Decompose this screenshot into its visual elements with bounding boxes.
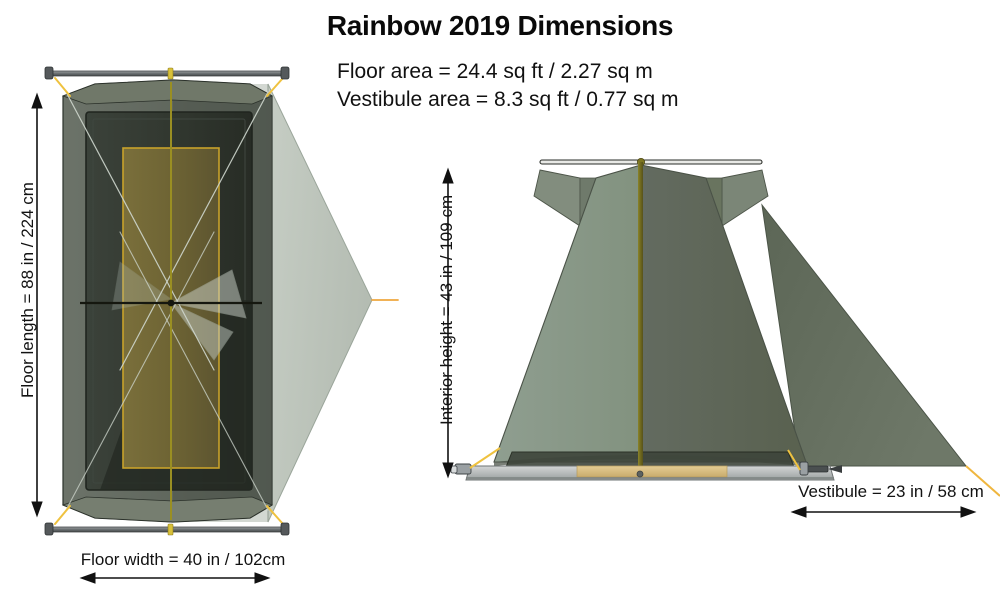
side-view-ridge-pole bbox=[539, 157, 763, 166]
vestibule-dimension-arrow bbox=[790, 506, 977, 518]
interior-height-dimension-arrow bbox=[442, 167, 454, 479]
vestibule-area-spec: Vestibule area = 8.3 sq ft / 0.77 sq m bbox=[337, 88, 679, 111]
top-view-guylines bbox=[54, 77, 399, 525]
side-view-canopy bbox=[493, 164, 807, 466]
floor-width-dimension-arrow bbox=[79, 572, 271, 584]
top-view-width-measure-bar-top bbox=[44, 66, 290, 80]
side-view-vestibule-triangle bbox=[761, 203, 1000, 497]
top-view-width-measure-bar-bottom bbox=[44, 522, 290, 536]
floor-width-label: Floor width = 40 in / 102cm bbox=[80, 550, 286, 569]
interior-height-label: Interior height = 43 in / 109 cm bbox=[437, 194, 456, 425]
floor-length-dimension-arrow bbox=[31, 92, 43, 518]
floor-length-label: Floor length = 88 in / 224 cm bbox=[18, 182, 37, 398]
side-view-ground-strip bbox=[465, 465, 835, 481]
top-view-center-pole bbox=[80, 82, 262, 520]
side-view-right-stake bbox=[787, 449, 842, 476]
page-title: Rainbow 2019 Dimensions bbox=[326, 10, 674, 41]
side-view-center-pole bbox=[638, 162, 643, 466]
vestibule-depth-label: Vestibule = 23 in / 58 cm bbox=[798, 482, 984, 501]
side-view-left-stake bbox=[450, 447, 501, 475]
floor-area-spec: Floor area = 24.4 sq ft / 2.27 sq m bbox=[337, 60, 653, 83]
